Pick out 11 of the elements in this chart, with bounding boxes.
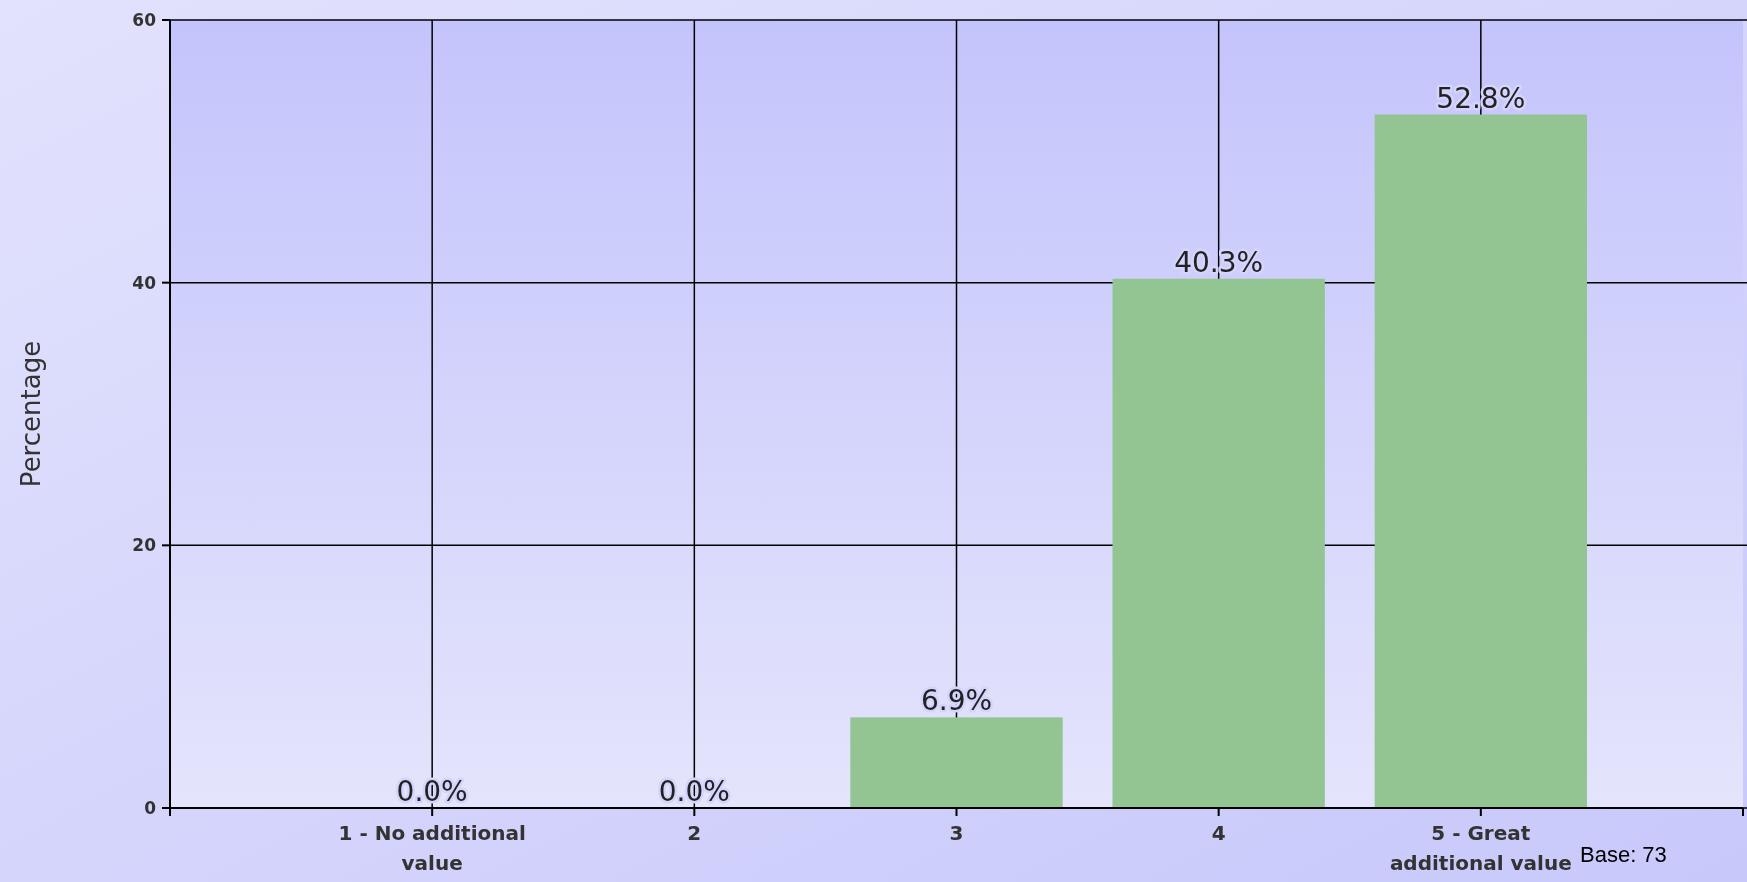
y-tick-label: 40 bbox=[132, 272, 157, 293]
y-tick-label: 0 bbox=[144, 797, 157, 818]
y-axis-title: Percentage bbox=[16, 340, 46, 488]
x-tick-label: 2 bbox=[687, 821, 702, 845]
x-tick-label: 4 bbox=[1211, 821, 1226, 845]
x-tick-label: 3 bbox=[949, 821, 964, 845]
y-tick-label: 60 bbox=[132, 9, 157, 30]
x-tick-label: 1 - No additional value bbox=[338, 821, 526, 875]
y-tick-label: 20 bbox=[132, 535, 157, 556]
text: Base: 73 bbox=[1580, 842, 1667, 867]
x-tick-label: 5 - Great additional value bbox=[1389, 821, 1572, 875]
